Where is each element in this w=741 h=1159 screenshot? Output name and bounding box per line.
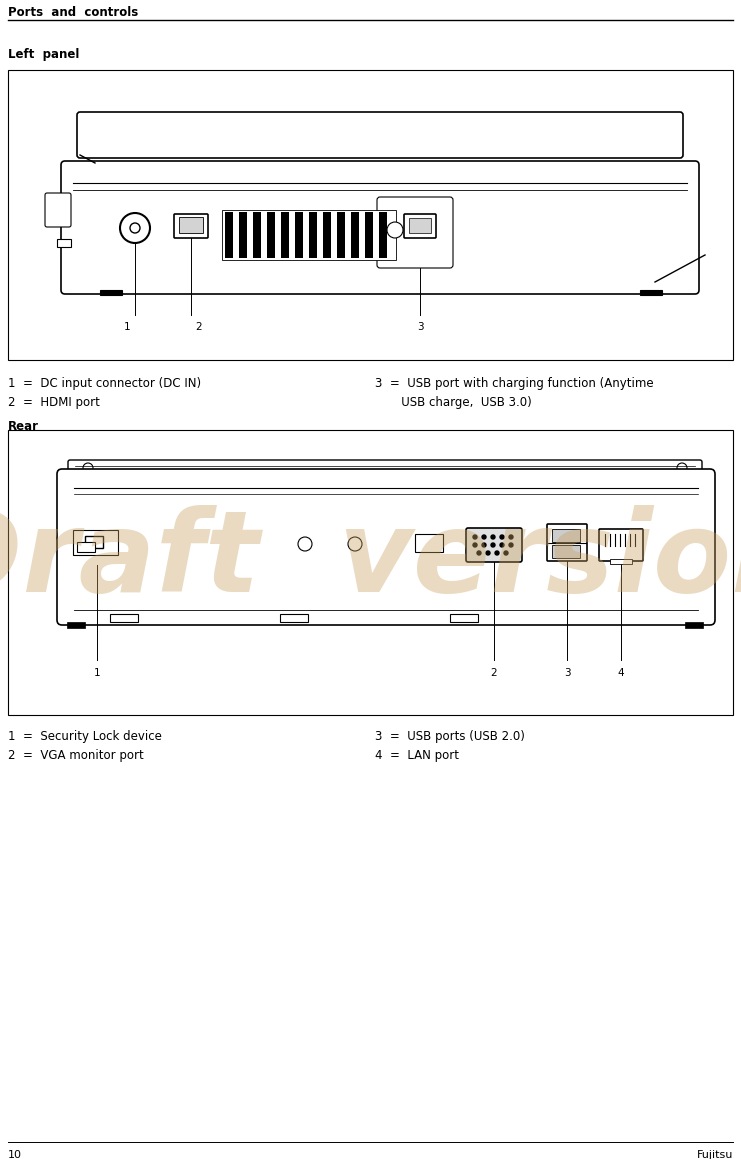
Bar (281, 212, 289, 258)
Circle shape (348, 537, 362, 551)
Text: 1: 1 (93, 668, 100, 678)
Circle shape (509, 535, 513, 539)
Circle shape (482, 544, 486, 547)
Bar (85, 535, 103, 548)
Circle shape (477, 551, 481, 555)
Text: 3: 3 (564, 668, 571, 678)
Bar (253, 212, 261, 258)
Bar (379, 212, 387, 258)
Bar (685, 622, 703, 628)
Text: USB charge,  USB 3.0): USB charge, USB 3.0) (375, 396, 532, 409)
Bar (110, 614, 138, 622)
FancyBboxPatch shape (174, 214, 208, 238)
Bar (100, 290, 122, 296)
Bar (280, 614, 308, 622)
Text: Rear: Rear (8, 420, 39, 433)
Text: Fujitsu: Fujitsu (697, 1150, 733, 1159)
Circle shape (130, 223, 140, 233)
Circle shape (495, 551, 499, 555)
Bar (351, 212, 359, 258)
Bar (57, 239, 71, 247)
FancyBboxPatch shape (599, 529, 643, 561)
Circle shape (486, 551, 490, 555)
FancyBboxPatch shape (466, 529, 522, 562)
Circle shape (504, 551, 508, 555)
Circle shape (387, 223, 403, 238)
Bar (365, 212, 373, 258)
Circle shape (482, 535, 486, 539)
Text: 1  =  DC input connector (DC IN): 1 = DC input connector (DC IN) (8, 377, 201, 389)
Bar (640, 290, 662, 296)
Text: 2: 2 (491, 668, 497, 678)
FancyBboxPatch shape (68, 460, 702, 476)
Text: Draft  version: Draft version (0, 504, 741, 615)
Text: 3  =  USB port with charging function (Anytime: 3 = USB port with charging function (Any… (375, 377, 654, 389)
Circle shape (473, 544, 477, 547)
FancyBboxPatch shape (77, 112, 683, 158)
Bar (323, 212, 331, 258)
Bar (67, 622, 85, 628)
Bar (415, 534, 443, 552)
Text: 2  =  VGA monitor port: 2 = VGA monitor port (8, 749, 144, 761)
FancyBboxPatch shape (61, 161, 699, 294)
Text: 10: 10 (8, 1150, 22, 1159)
Circle shape (83, 462, 93, 473)
Text: 3: 3 (416, 322, 423, 331)
Bar (552, 529, 580, 542)
Circle shape (491, 544, 495, 547)
Circle shape (677, 462, 687, 473)
Bar (450, 614, 478, 622)
Circle shape (509, 544, 513, 547)
Bar (179, 217, 203, 233)
Bar (290, 473, 350, 478)
Bar (8, 430, 733, 715)
Bar (222, 210, 396, 260)
Circle shape (491, 535, 495, 539)
FancyBboxPatch shape (547, 524, 587, 561)
Text: 3  =  USB ports (USB 2.0): 3 = USB ports (USB 2.0) (375, 730, 525, 743)
FancyBboxPatch shape (57, 469, 715, 625)
FancyBboxPatch shape (377, 197, 453, 268)
Bar (225, 212, 233, 258)
Bar (295, 212, 303, 258)
Bar (8, 70, 733, 360)
Bar (73, 530, 118, 555)
Text: 1  =  Security Lock device: 1 = Security Lock device (8, 730, 162, 743)
FancyBboxPatch shape (45, 194, 71, 227)
Text: 2  =  HDMI port: 2 = HDMI port (8, 396, 100, 409)
Circle shape (120, 213, 150, 243)
Text: 4: 4 (618, 668, 625, 678)
Circle shape (473, 535, 477, 539)
FancyBboxPatch shape (404, 214, 436, 238)
Text: 1: 1 (124, 322, 130, 331)
Text: 2: 2 (196, 322, 202, 331)
Text: 4  =  LAN port: 4 = LAN port (375, 749, 459, 761)
Bar (337, 212, 345, 258)
Bar (610, 559, 632, 564)
Bar (77, 542, 95, 552)
Bar (267, 212, 275, 258)
Bar (552, 545, 580, 557)
Text: Left  panel: Left panel (8, 48, 79, 61)
Circle shape (298, 537, 312, 551)
Bar (409, 218, 431, 233)
Circle shape (500, 535, 504, 539)
Bar (309, 212, 317, 258)
Bar (239, 212, 247, 258)
Bar (355, 473, 405, 478)
Circle shape (500, 544, 504, 547)
Text: Ports  and  controls: Ports and controls (8, 6, 139, 19)
